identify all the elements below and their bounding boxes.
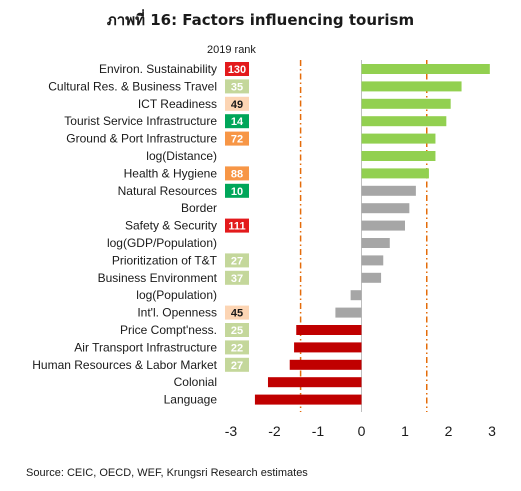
category-label-17: Human Resources & Labor Market — [32, 358, 217, 372]
bar-17 — [289, 359, 362, 370]
rank-value-11: 27 — [231, 255, 243, 267]
category-label-0: Environ. Sustainability — [99, 62, 217, 76]
rank-badge-6 — [225, 166, 249, 181]
bar-12 — [361, 272, 382, 283]
rank-value-12: 37 — [231, 273, 243, 285]
category-label-15: Price Compt'ness. — [120, 323, 217, 337]
category-label-18: Colonial — [174, 375, 217, 389]
bar-3 — [361, 116, 447, 127]
category-label-7: Natural Resources — [118, 184, 217, 198]
bar-5 — [361, 151, 436, 161]
bar-15 — [296, 325, 362, 335]
x-tick-label-0: -3 — [225, 423, 238, 439]
rank-value-15: 25 — [231, 325, 243, 337]
rank-badge-17 — [225, 357, 249, 372]
chart-title: ภาพที่ 16: Factors influencing tourism — [106, 11, 415, 29]
category-label-2: ICT Readiness — [138, 97, 217, 111]
rank-value-2: 49 — [231, 99, 243, 111]
category-label-16: Air Transport Infrastructure — [74, 340, 217, 354]
rank-badge-12 — [225, 270, 249, 285]
category-label-19: Language — [164, 393, 218, 407]
rank-badge-7 — [225, 183, 249, 198]
bar-6 — [361, 168, 429, 179]
rank-value-16: 22 — [231, 342, 243, 354]
category-label-14: Int'l. Openness — [137, 306, 217, 320]
category-label-8: Border — [181, 201, 217, 215]
bar-0 — [361, 64, 490, 74]
bar-1 — [361, 81, 462, 92]
bar-10 — [361, 238, 390, 248]
rank-value-4: 72 — [231, 134, 243, 146]
bar-18 — [267, 377, 362, 388]
rank-value-7: 10 — [231, 186, 243, 198]
category-label-9: Safety & Security — [125, 219, 217, 233]
rank-badge-0 — [225, 62, 249, 76]
rank-badge-11 — [225, 253, 249, 268]
x-tick-label-5: 2 — [445, 423, 453, 439]
rank-badge-2 — [225, 96, 249, 111]
category-label-13: log(Population) — [136, 288, 217, 302]
bar-19 — [254, 394, 362, 405]
category-label-4: Ground & Port Infrastructure — [66, 132, 217, 146]
category-label-11: Prioritization of T&T — [112, 253, 218, 267]
rank-column-header: 2019 rank — [207, 44, 256, 56]
x-tick-label-1: -2 — [268, 423, 281, 439]
category-label-6: Health & Hygiene — [124, 166, 218, 180]
rank-value-1: 35 — [231, 81, 243, 93]
rank-value-0: 130 — [228, 64, 246, 76]
rank-badge-9 — [225, 218, 249, 233]
rank-value-9: 111 — [228, 221, 245, 233]
x-tick-label-4: 1 — [401, 423, 409, 439]
bar-2 — [361, 98, 451, 109]
x-tick-label-2: -1 — [312, 423, 325, 439]
category-label-1: Cultural Res. & Business Travel — [48, 79, 217, 93]
bar-11 — [361, 255, 384, 266]
source-note: Source: CEIC, OECD, WEF, Krungsri Resear… — [26, 467, 308, 479]
bar-7 — [361, 185, 416, 196]
rank-value-17: 27 — [231, 360, 243, 372]
category-label-3: Tourist Service Infrastructure — [64, 114, 217, 128]
rank-badge-16 — [225, 340, 249, 355]
rank-badge-3 — [225, 114, 249, 129]
category-label-10: log(GDP/Population) — [107, 236, 217, 250]
bar-8 — [361, 203, 410, 214]
bar-16 — [294, 342, 362, 353]
bar-14 — [335, 307, 362, 318]
rank-badge-14 — [225, 305, 249, 320]
bar-13 — [350, 290, 362, 301]
x-tick-label-6: 3 — [488, 423, 496, 439]
x-tick-label-3: 0 — [358, 423, 366, 439]
rank-badge-15 — [225, 323, 249, 337]
category-label-12: Business Environment — [98, 271, 218, 285]
rank-value-3: 14 — [231, 116, 244, 128]
rank-badge-4 — [225, 131, 249, 146]
category-label-5: log(Distance) — [146, 149, 217, 163]
rank-badge-1 — [225, 79, 249, 94]
rank-value-6: 88 — [231, 168, 243, 180]
bar-4 — [361, 133, 436, 144]
bar-9 — [361, 220, 405, 231]
rank-value-14: 45 — [231, 308, 243, 320]
